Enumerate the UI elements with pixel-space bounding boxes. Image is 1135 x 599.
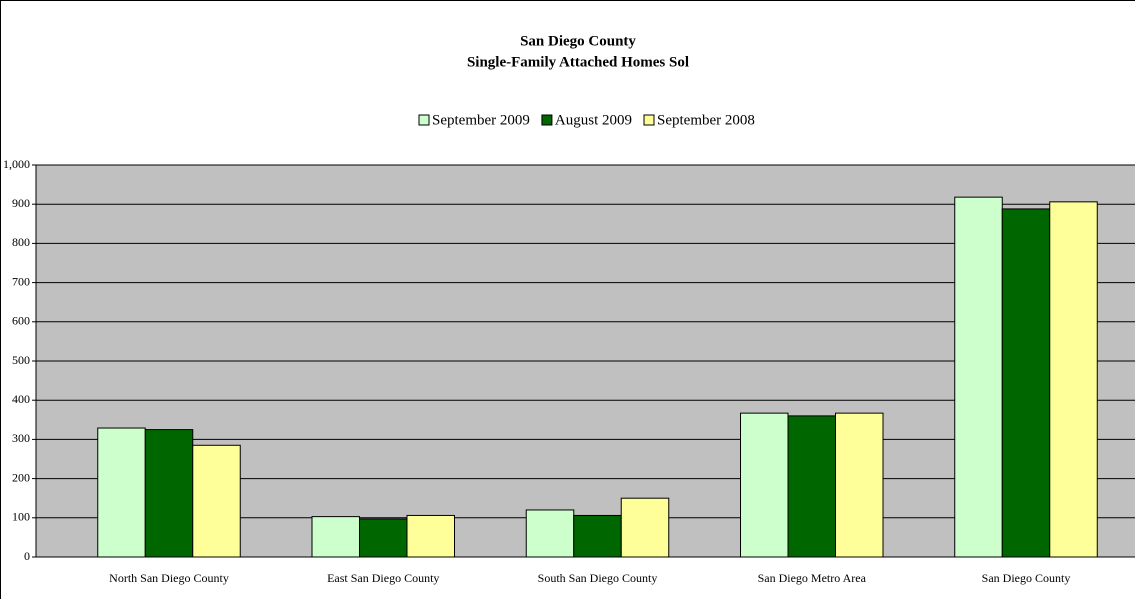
- y-tick-label: 500: [12, 353, 30, 367]
- legend-swatch: [643, 114, 655, 126]
- bar: [359, 518, 408, 558]
- legend-swatch: [541, 114, 553, 126]
- chart-subtitle: Single-Family Attached Homes Sol: [467, 54, 689, 70]
- x-tick-label: San Diego Metro Area: [758, 571, 867, 585]
- bar: [1049, 201, 1098, 558]
- x-tick-label: North San Diego County: [109, 571, 229, 585]
- x-tick-label: San Diego County: [982, 571, 1071, 585]
- y-tick-label: 800: [12, 235, 30, 249]
- legend-swatch: [418, 114, 430, 126]
- bar: [573, 514, 622, 558]
- bar: [1001, 208, 1051, 558]
- y-tick-label: 400: [12, 392, 30, 406]
- y-tick-label: 300: [12, 431, 30, 445]
- y-tick-label: 1,000: [3, 157, 30, 171]
- y-tick-label: 900: [12, 196, 30, 210]
- bar: [97, 427, 146, 558]
- x-tick-label: South San Diego County: [538, 571, 658, 585]
- legend-label: August 2009: [555, 112, 632, 128]
- bar: [740, 412, 789, 558]
- y-tick-label: 600: [12, 314, 30, 328]
- bar: [144, 429, 194, 558]
- y-tick-label: 200: [12, 470, 30, 484]
- bar: [525, 509, 575, 558]
- bar: [192, 444, 241, 558]
- bar: [954, 196, 1003, 558]
- y-tick-label: 700: [12, 274, 30, 288]
- legend-label: September 2009: [432, 112, 530, 128]
- legend-label: September 2008: [657, 112, 755, 128]
- x-tick-label: East San Diego County: [327, 571, 439, 585]
- bar: [787, 415, 836, 558]
- bar: [620, 497, 670, 558]
- bar: [406, 514, 455, 558]
- y-tick-label: 0: [24, 549, 30, 563]
- y-tick-label: 100: [12, 510, 30, 524]
- bar: [835, 412, 884, 558]
- bar: [311, 516, 360, 558]
- chart-title: San Diego County: [520, 33, 636, 49]
